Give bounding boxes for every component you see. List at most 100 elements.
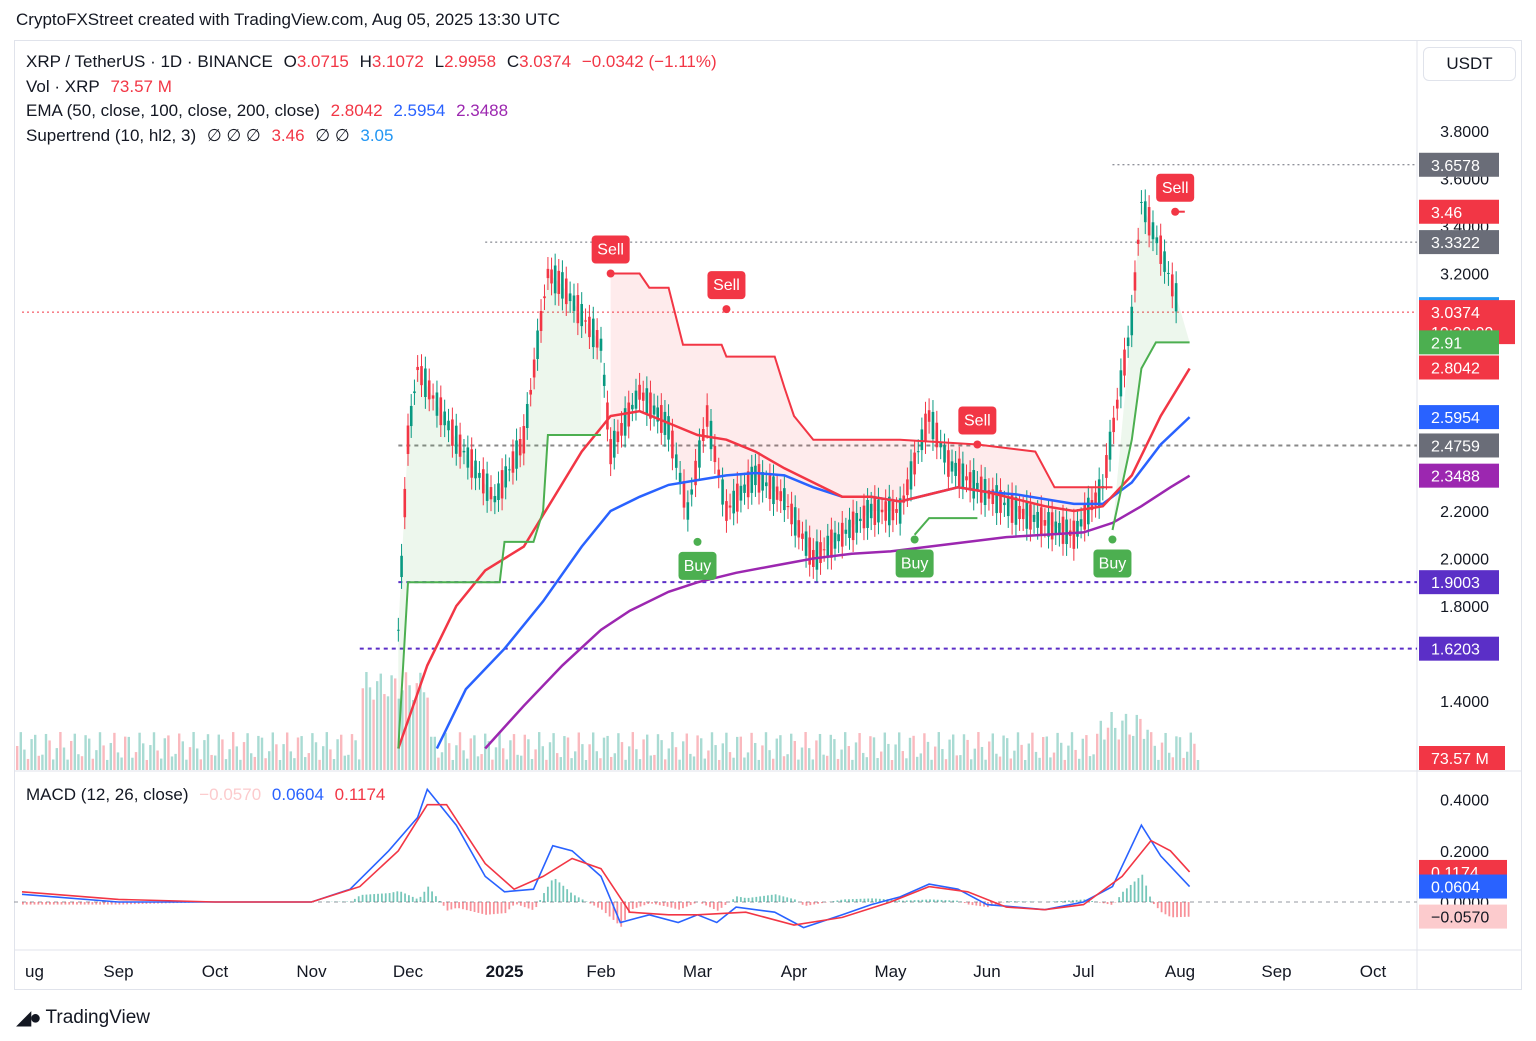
volume-bar [365, 672, 368, 770]
candle-body [576, 295, 580, 324]
volume-bar [865, 757, 868, 770]
time-axis-label: Sep [1261, 962, 1291, 981]
supertrend-up-fill [1112, 202, 1190, 530]
volume-bar [1074, 749, 1077, 770]
candle-body [557, 270, 561, 294]
volume-bar [898, 732, 901, 770]
volume-bar [73, 733, 76, 770]
candle-body [866, 499, 869, 528]
volume-bar [138, 732, 141, 770]
candle-body [420, 366, 423, 386]
candle-body [431, 395, 435, 399]
legend-high-label: H [359, 52, 372, 71]
candle-body [1039, 507, 1043, 536]
candle-body [1170, 274, 1174, 297]
candle-body [1133, 272, 1137, 291]
volume-bar [1132, 735, 1135, 770]
macd-histogram-bar [145, 902, 148, 904]
macd-histogram-bar [1129, 884, 1132, 902]
volume-bar [876, 758, 879, 770]
price-axis-label-bg [1419, 636, 1499, 661]
candle-body [518, 438, 522, 456]
macd-histogram-bar [1056, 901, 1059, 902]
macd-histogram-bar [786, 897, 789, 902]
candles [397, 189, 1178, 642]
price-axis-label-bg [1419, 570, 1499, 595]
candle-body [698, 440, 701, 468]
candle-body [667, 416, 670, 440]
volume-bar [584, 759, 588, 770]
macd-histogram-bar [608, 902, 611, 917]
candle-body [1130, 306, 1134, 336]
volume-bar [516, 754, 519, 770]
macd-histogram-bar [1160, 902, 1163, 913]
volume-bar [394, 678, 397, 770]
macd-histogram-bar [1176, 902, 1178, 918]
candle-body [916, 451, 920, 453]
legend-ema-label[interactable]: EMA (50, close, 100, close, 200, close) [26, 101, 320, 120]
volume-bar [588, 744, 591, 770]
volume-bar [883, 732, 886, 770]
volume-bar [671, 732, 674, 770]
volume-bar [1081, 738, 1084, 770]
volume-bar [289, 751, 292, 770]
macd-histogram-bar [979, 902, 982, 907]
volume-bar [617, 733, 620, 770]
price-axis-label: 3.46 [1431, 205, 1462, 222]
macd-histogram-bar [558, 882, 561, 902]
volume-bar [329, 749, 332, 770]
volume-bar [566, 737, 570, 770]
legend-ema100-value: 2.5954 [393, 101, 446, 120]
volume-bar [469, 738, 472, 770]
candle-body [1025, 502, 1029, 529]
volume-bar [206, 734, 210, 770]
legend-low-label: L [434, 52, 445, 71]
candle-body [880, 509, 884, 513]
macd-histogram-bar [1137, 878, 1140, 902]
legend-symbol[interactable]: XRP / TetherUS · 1D · BINANCE [26, 52, 273, 71]
volume-bar [991, 733, 994, 770]
candle-body [979, 476, 983, 503]
macd-histogram-bar [693, 902, 696, 904]
legend-supertrend-label[interactable]: Supertrend (10, hl2, 3) [26, 126, 197, 145]
macd-histogram-bar [462, 902, 464, 910]
price-axis-label-bg [1419, 433, 1499, 458]
volume-bar [548, 742, 552, 770]
volume-bar [41, 754, 44, 770]
volume-bar [217, 734, 220, 770]
volume-bar [847, 746, 850, 770]
price-axis-tick-label: 1.4000 [1440, 694, 1489, 711]
macd-histogram-bar [689, 902, 692, 906]
macd-histogram-bar [1075, 899, 1078, 902]
volume-bar [1070, 732, 1074, 770]
volume-bar [23, 749, 26, 770]
legend-macd-label[interactable]: MACD (12, 26, close) [26, 785, 189, 804]
macd-histogram-bar [1091, 900, 1094, 902]
volume-bar [415, 683, 418, 770]
tradingview-brand[interactable]: ◢● TradingView [16, 1005, 150, 1030]
volume-bar [840, 749, 843, 770]
volume-bar [1114, 727, 1117, 770]
macd-histogram-bar [45, 902, 47, 905]
macd-histogram-bar [573, 895, 576, 902]
chart-header-title: CryptoFXStreet created with TradingView.… [16, 10, 560, 29]
candle-body [634, 390, 638, 409]
signal-dot [1171, 207, 1180, 216]
candle-body [532, 359, 536, 378]
candle-body [638, 384, 641, 400]
macd-histogram-bar [840, 899, 843, 902]
macd-histogram-bar [49, 902, 51, 905]
candle-body [481, 469, 485, 494]
candle-body [427, 380, 431, 400]
legend-volume-label[interactable]: Vol · XRP [26, 77, 100, 96]
candle-body [409, 405, 413, 427]
macd-histogram-bar [766, 895, 769, 902]
volume-bar [430, 736, 433, 770]
candle-body [416, 366, 419, 371]
currency-button[interactable]: USDT [1423, 47, 1516, 81]
signal-box [958, 406, 997, 435]
macd-histogram-bar [628, 902, 630, 914]
macd-histogram-bar [871, 898, 873, 902]
macd-histogram-bar [855, 898, 858, 902]
